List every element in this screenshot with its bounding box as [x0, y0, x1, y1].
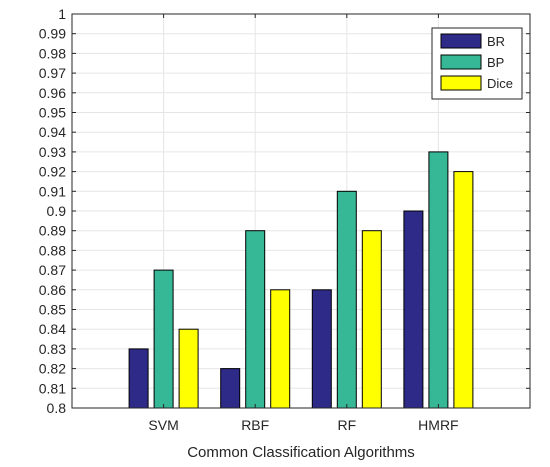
y-tick-label: 0.95	[39, 105, 66, 121]
y-tick-label: 0.88	[39, 242, 66, 258]
y-tick-label: 0.97	[39, 65, 66, 81]
y-tick-label: 0.83	[39, 341, 66, 357]
y-tick-label: 0.86	[39, 282, 66, 298]
y-tick-label: 0.93	[39, 144, 66, 160]
y-tick-label: 0.99	[39, 26, 66, 42]
bar-dice-rf	[361, 230, 382, 409]
legend-swatch-br	[440, 33, 482, 49]
y-tick-label: 0.91	[39, 183, 66, 199]
bar-br-rbf	[220, 368, 241, 409]
bars	[128, 151, 474, 409]
legend-label-dice: Dice	[487, 76, 513, 91]
x-tick-label: RBF	[241, 417, 269, 433]
bar-dice-svm	[178, 328, 199, 409]
legend-label-br: BR	[487, 34, 505, 49]
x-tick-label: RF	[337, 417, 356, 433]
legend-swatch-dice	[440, 75, 482, 91]
y-tick-label: 0.89	[39, 223, 66, 239]
y-tick-label: 1	[58, 6, 66, 22]
y-tick-label: 0.85	[39, 302, 66, 318]
legend-swatch-bp	[440, 54, 482, 70]
y-tick-label: 0.98	[39, 45, 66, 61]
y-tick-label: 0.84	[39, 321, 66, 337]
bar-bp-svm	[153, 269, 174, 409]
y-tick-label: 0.92	[39, 164, 66, 180]
y-tick-label: 0.82	[39, 361, 66, 377]
y-tick-label: 0.9	[47, 203, 67, 219]
bar-dice-hmrf	[453, 171, 474, 409]
y-tick-label: 0.87	[39, 262, 66, 278]
axis-ticks: 0.8 0.81 0.82 0.83 0.84 0.85 0.86 0.87 0.88 0.89 0…	[39, 6, 530, 433]
y-tick-label: 0.81	[39, 380, 66, 396]
y-tick-label: 0.94	[39, 124, 66, 140]
bar-br-svm	[128, 348, 149, 409]
legend-label-bp: BP	[487, 55, 504, 70]
bar-bp-rbf	[245, 230, 266, 409]
x-tick-label: SVM	[148, 417, 178, 433]
legend: BR BP Dice	[431, 27, 523, 100]
x-axis-label: Common Classification Algorithms	[187, 444, 415, 461]
bar-br-rf	[311, 289, 332, 409]
bar-bp-rf	[336, 190, 357, 409]
y-tick-label: 0.8	[47, 400, 67, 416]
bar-br-hmrf	[403, 210, 424, 409]
x-tick-label: HMRF	[418, 417, 458, 433]
y-tick-label: 0.96	[39, 85, 66, 101]
bar-dice-rbf	[270, 289, 291, 409]
bar-bp-hmrf	[428, 151, 449, 409]
